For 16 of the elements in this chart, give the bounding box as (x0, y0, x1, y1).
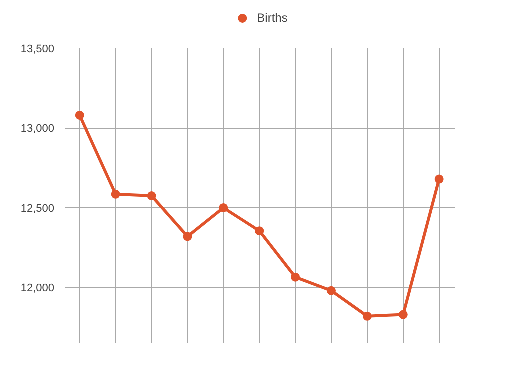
point (147, 192, 156, 200)
y-tick-label: 12,500 (20, 202, 55, 215)
point (255, 226, 264, 236)
y-tick-label: 13,000 (20, 123, 55, 136)
point (111, 190, 120, 199)
y-tick-label: 12,000 (20, 282, 55, 295)
point (326, 286, 336, 296)
y-tick-label: 13,500 (20, 44, 55, 56)
point (398, 310, 408, 320)
point (219, 203, 228, 212)
point (291, 272, 300, 282)
point (362, 312, 372, 321)
legend-label: Births (257, 11, 288, 25)
point (75, 110, 84, 120)
point (183, 232, 192, 242)
point (434, 174, 444, 184)
